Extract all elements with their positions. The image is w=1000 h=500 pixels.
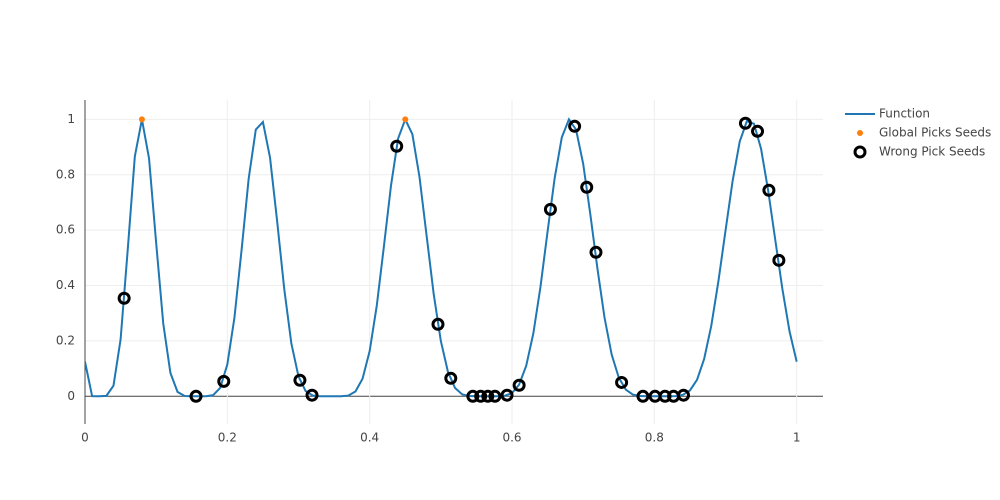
- seed-point: [402, 116, 409, 123]
- seed-marker: [217, 374, 231, 388]
- legend-label: Global Picks Seeds: [879, 126, 991, 140]
- y-tick-label: 1: [67, 112, 75, 126]
- seed-marker: [589, 245, 603, 259]
- seed-marker: [568, 119, 582, 133]
- y-tick-label: 0.6: [56, 223, 75, 237]
- seed-marker: [488, 389, 502, 403]
- function-line: [85, 116, 798, 398]
- y-tick-label: 0.2: [56, 333, 75, 347]
- y-tick-label: 0.8: [56, 167, 75, 181]
- seed-marker: [444, 371, 458, 385]
- x-tick-label: 0.8: [645, 431, 664, 445]
- seed-marker: [543, 202, 557, 216]
- legend-label: Wrong Pick Seeds: [879, 145, 985, 159]
- legend-label: Function: [879, 107, 930, 121]
- seed-marker: [305, 388, 319, 402]
- seed-marker: [762, 183, 776, 197]
- seed-marker: [751, 124, 765, 138]
- seed-marker: [636, 389, 650, 403]
- seed-marker: [481, 389, 495, 403]
- seed-marker: [772, 253, 786, 267]
- y-tick-label: 0: [67, 389, 75, 403]
- seed-marker: [677, 388, 691, 402]
- seed-marker: [580, 180, 594, 194]
- seed-marker: [431, 317, 445, 331]
- x-tick-label: 0.4: [360, 431, 379, 445]
- x-tick-label: 0.2: [218, 431, 237, 445]
- seed-marker: [512, 378, 526, 392]
- seed-point: [138, 116, 145, 123]
- x-tick-label: 0: [81, 431, 89, 445]
- seed-marker: [117, 291, 131, 305]
- seed-marker: [390, 139, 404, 153]
- seed-marker: [738, 116, 752, 130]
- seed-marker: [615, 375, 629, 389]
- legend-symbol: [857, 130, 863, 136]
- seed-marker: [189, 389, 203, 403]
- seed-marker: [466, 389, 480, 403]
- seed-marker: [293, 373, 307, 387]
- seed-marker: [474, 389, 488, 403]
- seed-marker: [500, 388, 514, 402]
- x-tick-label: 1: [793, 431, 801, 445]
- y-tick-label: 0.4: [56, 278, 75, 292]
- x-tick-label: 0.6: [502, 431, 521, 445]
- legend-symbol: [853, 145, 867, 159]
